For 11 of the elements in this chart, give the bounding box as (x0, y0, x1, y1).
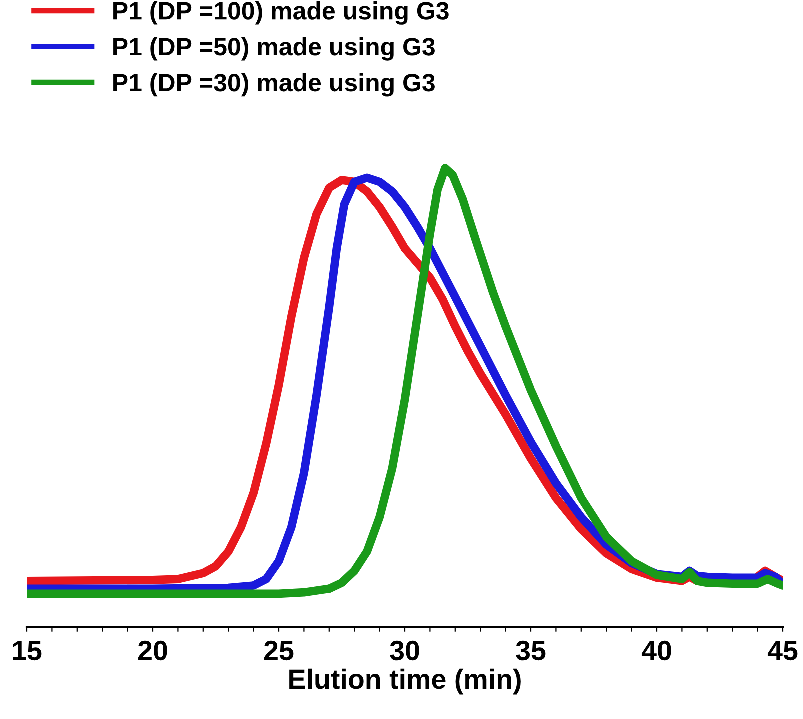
legend-label: P1 (DP =100) made using G3 (114, 2, 449, 25)
x-tick-label: 35 (516, 640, 546, 661)
x-tick-label: 25 (264, 640, 294, 661)
x-tick-label: 30 (390, 640, 420, 661)
x-axis-title: Elution time (min) (290, 668, 521, 695)
x-tick-label: 15 (13, 641, 42, 661)
x-tick-label: 20 (138, 640, 168, 661)
legend-label: P1 (DP =30) made using G3 (114, 73, 435, 97)
x-tick-label: 45 (768, 641, 798, 661)
x-tick-label: 40 (642, 640, 672, 661)
legend-label: P1 (DP =50) made using G3 (114, 37, 435, 61)
